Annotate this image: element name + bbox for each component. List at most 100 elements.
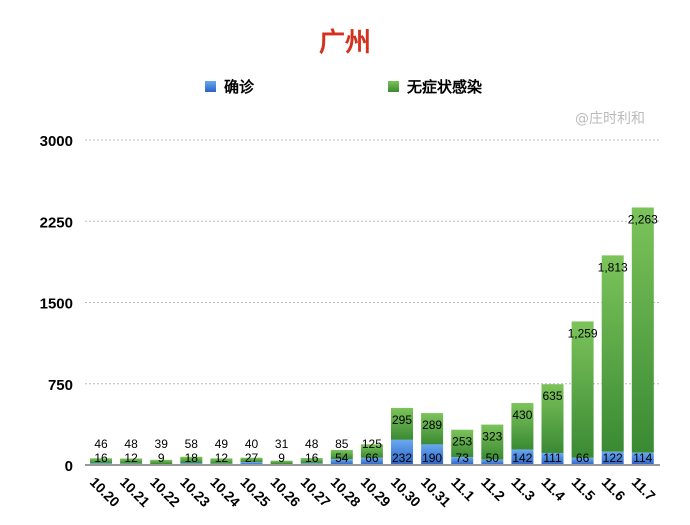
bar-confirmed [541,452,564,465]
bar-asymptomatic [330,449,353,460]
bar-asymptomatic [270,460,293,465]
data-label-asymptomatic: 1,259 [568,326,598,340]
bar-confirmed [360,457,383,465]
data-label-asymptomatic: 323 [482,430,502,444]
x-tick-label: 11.4 [538,474,568,504]
x-tick-label: 10.25 [237,474,273,510]
bar-asymptomatic [481,424,504,460]
data-label-asymptomatic: 85 [335,437,349,451]
y-tick-label: 750 [48,377,73,394]
x-tick-label: 11.2 [478,474,508,504]
data-label-confirmed: 9 [278,451,285,465]
bar-asymptomatic [601,255,624,452]
x-tick-label: 10.30 [388,474,424,510]
data-label-confirmed: 16 [94,451,108,465]
bar-asymptomatic [541,384,564,453]
bar-asymptomatic [90,458,112,464]
bar-confirmed [240,462,263,465]
data-label-asymptomatic: 2,263 [628,212,658,226]
watermark: @庄时利和 [575,111,645,127]
x-tick-label: 10.24 [207,474,243,510]
data-label-confirmed: 12 [215,451,229,465]
data-label-confirmed: 142 [512,451,532,465]
bar-asymptomatic [631,207,654,453]
y-tick-label: 3000 [40,133,73,150]
bar-asymptomatic [210,458,233,464]
legend-label-confirmed: 确诊 [224,78,255,96]
bar-asymptomatic [571,321,594,458]
y-tick-label: 2250 [40,214,73,231]
x-tick-label: 11.7 [629,474,659,504]
legend-label-asymptomatic: 无症状感染 [407,78,483,96]
chart-title: 广州 [318,28,371,58]
bar-asymptomatic [391,407,413,440]
y-tick-label: 1500 [40,296,73,313]
data-label-asymptomatic: 39 [155,437,169,451]
data-label-confirmed: 54 [335,451,349,465]
x-tick-label: 10.29 [358,474,394,510]
x-tick-label: 10.23 [177,474,213,510]
bar-asymptomatic [180,456,203,464]
data-label-asymptomatic: 58 [185,437,199,451]
data-label-confirmed: 114 [633,451,652,465]
bar-confirmed [601,451,624,465]
bar-asymptomatic [150,459,173,465]
data-label-asymptomatic: 31 [275,437,289,451]
bar-confirmed [481,459,504,465]
data-label-confirmed: 18 [185,451,199,465]
x-tick-label: 11.3 [508,474,538,504]
data-label-asymptomatic: 289 [422,418,442,432]
data-label-asymptomatic: 430 [512,408,532,422]
x-tick-label: 10.27 [298,474,334,510]
x-tick-label: 10.22 [147,474,183,510]
data-label-confirmed: 16 [305,451,319,465]
data-label-asymptomatic: 1,813 [598,260,628,274]
bar-asymptomatic [240,457,263,463]
legend-swatch-confirmed [205,81,216,92]
data-label-confirmed: 73 [456,451,470,465]
bar-confirmed [330,459,353,465]
data-label-asymptomatic: 40 [245,437,259,451]
data-label-asymptomatic: 48 [124,437,138,451]
bar-confirmed [571,457,594,465]
bar-asymptomatic [300,458,323,464]
bar-confirmed [631,452,654,465]
data-label-asymptomatic: 49 [215,437,229,451]
bar-asymptomatic [451,429,474,458]
y-tick-label: 0 [65,458,73,475]
bar-confirmed [421,444,444,465]
bar-asymptomatic [421,413,444,445]
bar-confirmed [511,449,534,465]
legend-swatch-asymptomatic [388,81,399,92]
legend-item-confirmed: 确诊 [205,76,254,97]
data-label-confirmed: 27 [245,451,259,465]
data-label-confirmed: 50 [486,451,500,465]
x-tick-label: 11.5 [568,474,598,504]
data-label-asymptomatic: 46 [94,437,108,451]
data-label-confirmed: 111 [543,451,562,465]
data-label-confirmed: 232 [392,451,412,465]
x-tick-label: 10.31 [418,474,454,510]
data-label-asymptomatic: 125 [362,437,382,451]
data-label-asymptomatic: 635 [542,389,562,403]
data-label-asymptomatic: 48 [305,437,319,451]
x-tick-label: 10.28 [328,474,364,510]
bar-asymptomatic [120,458,143,464]
bar-confirmed [391,439,413,465]
data-label-confirmed: 190 [422,451,442,465]
legend-item-asymptomatic: 无症状感染 [388,76,482,97]
x-tick-label: 10.21 [117,474,153,510]
data-label-confirmed: 12 [124,451,138,465]
bar-confirmed [451,457,474,465]
data-label-asymptomatic: 253 [452,435,472,449]
data-label-asymptomatic: 295 [392,413,412,427]
bar-asymptomatic [511,403,534,450]
x-tick-label: 10.26 [267,474,303,510]
data-label-confirmed: 122 [603,451,623,465]
bar-asymptomatic [360,444,383,458]
data-label-confirmed: 66 [365,451,379,465]
x-tick-label: 10.20 [87,474,123,510]
x-tick-label: 11.6 [599,474,629,504]
